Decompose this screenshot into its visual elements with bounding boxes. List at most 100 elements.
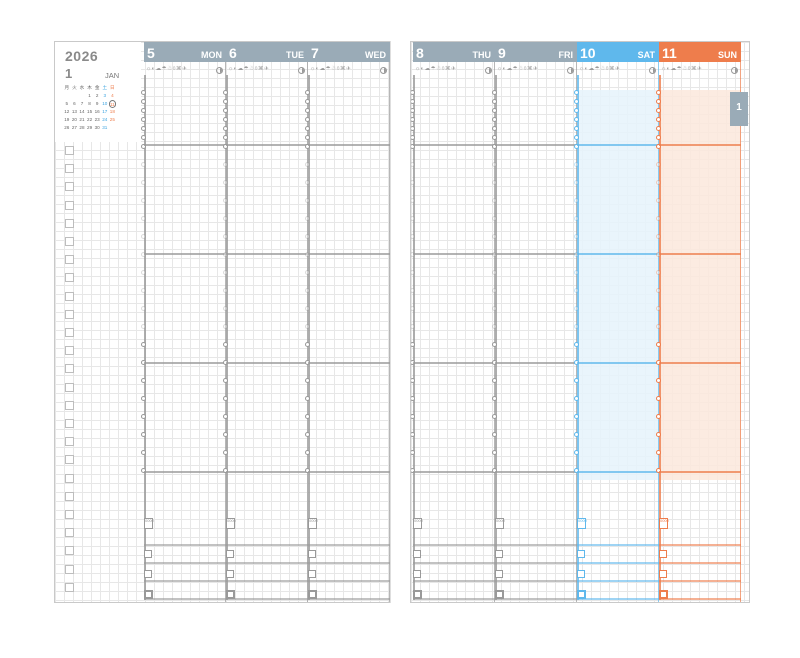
month-index-tab[interactable]: 1 <box>730 92 748 126</box>
todo-checkbox[interactable] <box>65 528 74 538</box>
time-log-label: 0000 <box>577 518 587 529</box>
todo-checkbox[interactable] <box>65 437 74 447</box>
mini-calendar-day: 17 <box>102 109 108 114</box>
time-marker-icon <box>411 216 415 221</box>
mini-calendar-day: 18 <box>109 109 115 114</box>
day-column-thu[interactable]: 8 THU ☼◐☁☂☃◊⌘✈ 0000 <box>411 42 495 602</box>
time-marker-icon <box>411 432 415 437</box>
mini-calendar-day: 7 <box>80 101 84 106</box>
moon-phase-icon <box>216 67 223 74</box>
time-marker-icon <box>223 414 228 419</box>
time-marker-icon <box>574 144 579 149</box>
time-marker-icon <box>141 432 146 437</box>
todo-checkbox[interactable] <box>65 164 74 174</box>
todo-checkbox[interactable] <box>65 473 74 483</box>
habit-checkbox[interactable] <box>226 590 235 599</box>
time-marker-icon <box>305 198 310 203</box>
time-marker-icon <box>492 468 497 473</box>
time-marker-icon <box>492 414 497 419</box>
time-section-line <box>495 471 577 473</box>
habit-checkbox[interactable] <box>659 590 668 599</box>
habit-checkbox[interactable] <box>144 590 153 599</box>
todo-checkbox[interactable] <box>65 400 74 410</box>
calendar-year: 2026 <box>65 48 99 64</box>
mini-calendar-weekday: 日 <box>110 85 115 90</box>
note-line <box>144 580 226 582</box>
time-marker-icon <box>141 108 146 113</box>
todo-checkbox[interactable] <box>65 200 74 210</box>
time-marker-icon <box>492 90 497 95</box>
todo-checkbox[interactable] <box>65 146 74 155</box>
time-marker-icon <box>656 117 661 122</box>
mini-calendar: 月火水木金土日 1 2 3 4 5 6 7 8 9 10 11 12 13 14 15 16 17 18 19 20 21… <box>63 84 139 132</box>
note-line <box>495 598 577 600</box>
todo-checkbox[interactable] <box>65 364 74 374</box>
todo-checkbox[interactable] <box>65 273 74 283</box>
habit-checkbox[interactable] <box>308 590 317 599</box>
day-column-mon[interactable]: 5 MON ☼◐☁☂☃◊⌘✈ 0000 <box>141 42 226 602</box>
time-marker-icon <box>223 99 228 104</box>
time-section-line <box>413 144 495 146</box>
time-marker-icon <box>223 126 228 131</box>
day-header: 6 TUE <box>226 42 308 62</box>
time-marker-icon <box>492 396 497 401</box>
time-marker-icon <box>656 432 661 437</box>
moon-phase-icon <box>731 67 738 74</box>
todo-checkbox[interactable] <box>65 309 74 319</box>
day-column-fri[interactable]: 9 FRI ☼◐☁☂☃◊⌘✈ 0000 <box>492 42 577 602</box>
todo-checkbox[interactable] <box>65 346 74 356</box>
habit-checkbox[interactable] <box>413 590 422 599</box>
time-marker-icon <box>411 180 415 185</box>
todo-checkbox[interactable] <box>65 546 74 556</box>
time-marker-icon <box>411 99 415 104</box>
todo-checkbox[interactable] <box>65 455 74 465</box>
day-column-tue[interactable]: 6 TUE ☼◐☁☂☃◊⌘✈ 0000 <box>223 42 308 602</box>
todo-checkbox[interactable] <box>65 218 74 228</box>
time-marker-icon <box>574 270 579 275</box>
time-marker-icon <box>411 198 415 203</box>
day-name: WED <box>365 50 386 60</box>
mini-calendar-day: 30 <box>94 125 100 130</box>
todo-checkbox[interactable] <box>65 237 74 246</box>
meal-icon <box>495 550 503 558</box>
mini-calendar-week: 5 6 7 8 9 10 11 <box>63 100 139 108</box>
time-marker-icon <box>223 288 228 293</box>
todo-checkbox[interactable] <box>65 291 74 301</box>
time-section-line <box>577 362 659 364</box>
time-marker-icon <box>492 135 497 140</box>
todo-checkbox[interactable] <box>65 564 74 574</box>
weather-icons: ☼◐☁☂☃◊⌘✈ <box>415 66 457 72</box>
time-marker-icon <box>141 144 146 149</box>
note-line <box>413 562 495 564</box>
time-marker-icon <box>411 288 415 293</box>
todo-checkbox[interactable] <box>65 182 74 192</box>
time-marker-icon <box>305 378 310 383</box>
time-section-line <box>226 471 308 473</box>
column-divider <box>740 62 741 602</box>
todo-checkbox[interactable] <box>65 328 74 337</box>
time-marker-icon <box>305 324 310 329</box>
todo-checkbox[interactable] <box>65 382 74 392</box>
time-marker-icon <box>411 450 415 455</box>
time-marker-icon <box>223 90 228 95</box>
todo-checkbox[interactable] <box>65 582 74 592</box>
time-marker-icon <box>656 306 661 311</box>
todo-checkbox[interactable] <box>65 255 74 265</box>
habit-checkbox[interactable] <box>577 590 586 599</box>
time-marker-icon <box>223 468 228 473</box>
note-line <box>577 562 659 564</box>
day-column-sun[interactable]: 11 SUN ☼◐☁☂☃◊⌘✈ 0000 <box>656 42 741 602</box>
day-name: THU <box>472 50 492 60</box>
weather-icons: ☼◐☁☂☃◊⌘✈ <box>661 66 703 72</box>
time-marker-icon <box>574 126 579 131</box>
time-marker-icon <box>141 117 146 122</box>
day-column-sat[interactable]: 10 SAT ☼◐☁☂☃◊⌘✈ 0000 <box>574 42 659 602</box>
mini-calendar-day: 11 <box>108 100 117 108</box>
todo-checkbox[interactable] <box>65 510 74 519</box>
time-marker-icon <box>656 180 661 185</box>
todo-checkbox[interactable] <box>65 491 74 501</box>
todo-checkbox[interactable] <box>65 419 74 428</box>
habit-checkbox[interactable] <box>495 590 504 599</box>
time-marker-icon <box>223 135 228 140</box>
day-column-wed[interactable]: 7 WED ☼◐☁☂☃◊⌘✈ 0000 <box>305 42 390 602</box>
